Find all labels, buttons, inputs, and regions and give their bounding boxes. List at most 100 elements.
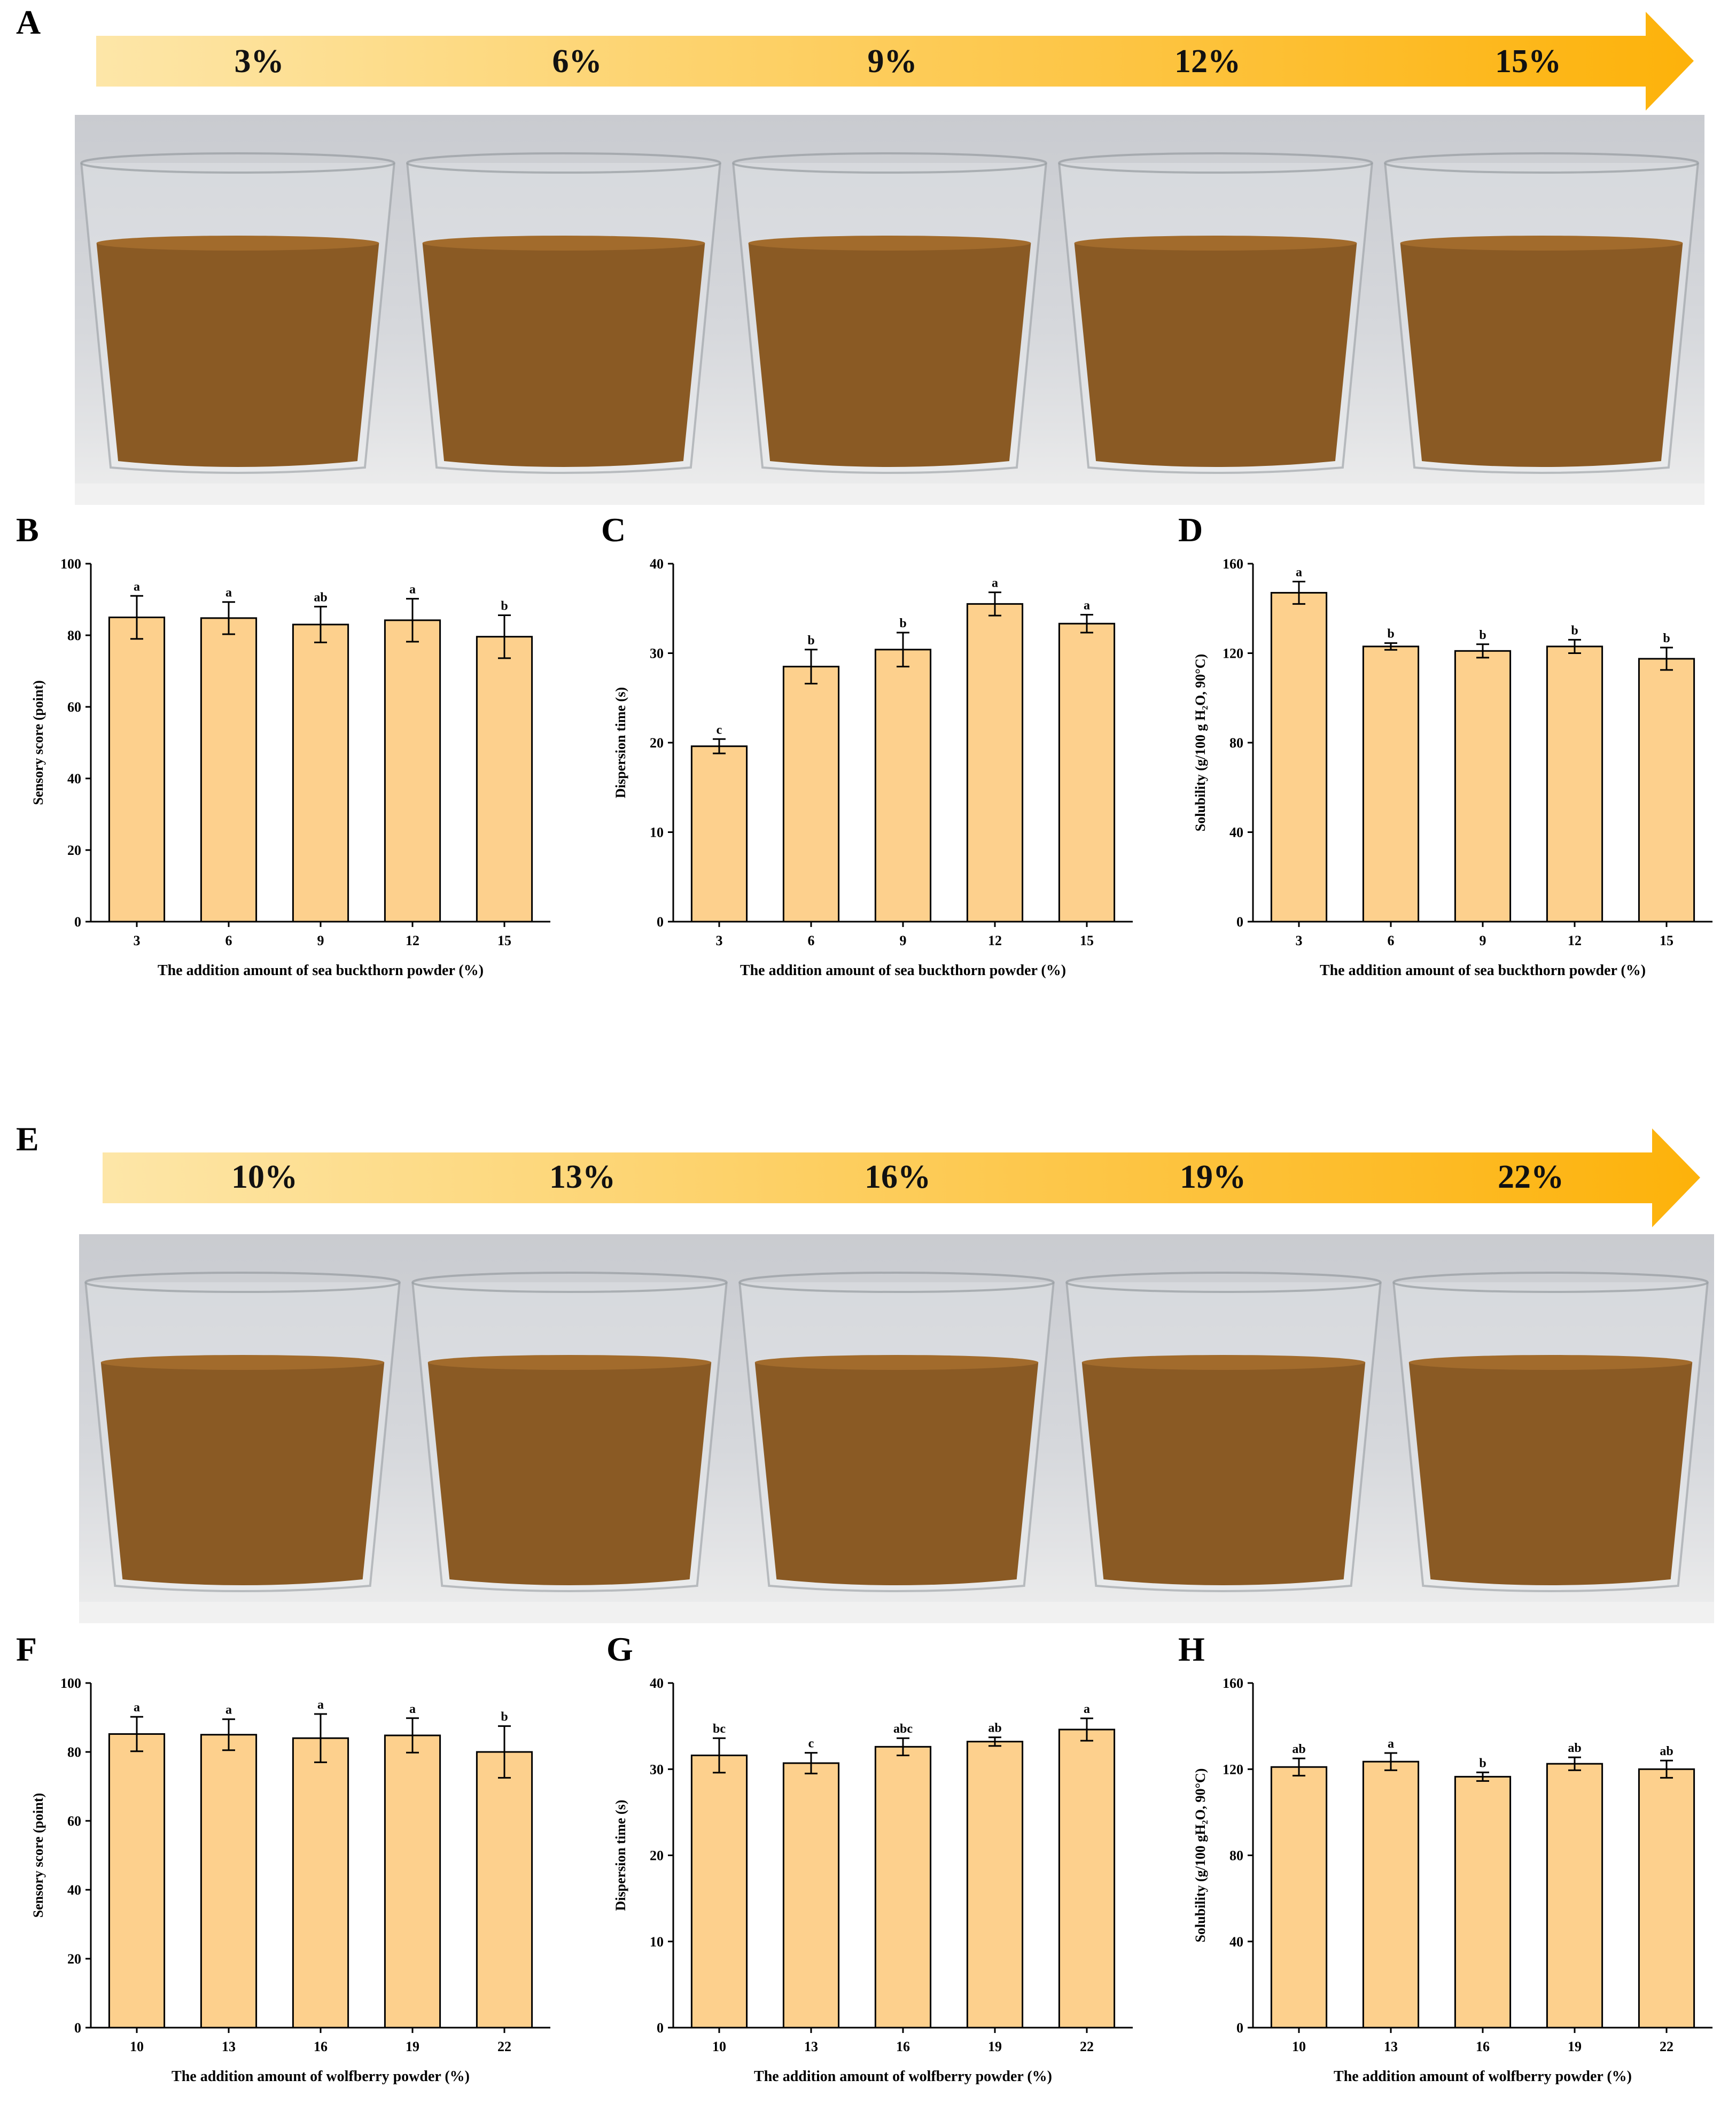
- y-tick-label: 0: [1236, 2020, 1243, 2036]
- significance-letter: ab: [988, 1721, 1001, 1735]
- cup: [84, 1272, 401, 1592]
- y-tick-label: 40: [650, 1676, 664, 1691]
- y-axis-label: Sensory score (point): [30, 1793, 46, 1918]
- significance-letter: a: [409, 583, 416, 597]
- x-tick-label: 12: [988, 933, 1002, 948]
- bar: [1546, 1763, 1603, 2029]
- bar: [384, 619, 441, 923]
- bar: [782, 1762, 840, 2029]
- x-tick-label: 16: [1476, 2039, 1490, 2054]
- bar: [384, 1734, 441, 2029]
- y-axis-label: Dispersion time (s): [613, 1800, 628, 1911]
- x-tick-label: 15: [497, 933, 511, 948]
- chart-dispersion-time-wolfberry: 0 10 20 30 40 bc 10 c 13 abc 16 ab 19 a 22 The addition…: [613, 1676, 1133, 2085]
- y-tick-label: 10: [650, 1934, 664, 1950]
- bar: [1454, 650, 1512, 923]
- y-tick-label: 20: [67, 843, 81, 858]
- bar: [1638, 1768, 1695, 2029]
- cup: [411, 1272, 728, 1592]
- x-tick-label: 9: [1480, 933, 1486, 948]
- y-tick-label: 160: [1223, 556, 1243, 572]
- significance-letter: c: [717, 723, 722, 737]
- arrow-label: 15%: [1495, 43, 1561, 80]
- significance-letter: a: [225, 586, 232, 600]
- x-axis-label: The addition amount of sea buckthorn pow…: [158, 962, 484, 979]
- concentration-arrow-bottom: [103, 1128, 1700, 1227]
- panel-label-h: H: [1178, 1630, 1205, 1668]
- bar: [1546, 645, 1603, 923]
- bar: [966, 603, 1024, 923]
- panel-label-e: E: [16, 1120, 39, 1158]
- x-axis-label: The addition amount of wolfberry powder …: [754, 2068, 1052, 2085]
- bar: [966, 1741, 1024, 2029]
- y-tick-label: 0: [657, 2020, 664, 2036]
- x-tick-label: 12: [1568, 933, 1582, 948]
- x-axis-label: The addition amount of sea buckthorn pow…: [740, 962, 1066, 979]
- significance-letter: b: [807, 634, 814, 648]
- x-tick-label: 6: [1388, 933, 1395, 948]
- y-tick-label: 40: [1229, 825, 1243, 840]
- cup: [1384, 152, 1699, 474]
- x-tick-label: 12: [406, 933, 419, 948]
- significance-letter: bc: [713, 1722, 726, 1736]
- arrow-label: 9%: [867, 43, 917, 80]
- bar: [292, 624, 349, 923]
- significance-letter: a: [1084, 1702, 1090, 1716]
- significance-letter: b: [501, 1710, 508, 1724]
- y-tick-label: 40: [650, 556, 664, 572]
- cups-illustration: [75, 152, 1704, 505]
- y-axis-label: Solubility (g/100 g H₂O, 90°C): [1193, 654, 1208, 831]
- y-tick-label: 120: [1223, 646, 1243, 661]
- x-tick-label: 19: [1568, 2039, 1582, 2054]
- y-tick-label: 20: [650, 735, 664, 751]
- y-tick-label: 40: [67, 771, 81, 786]
- y-tick-label: 10: [650, 825, 664, 840]
- sample-photo-sea-buckthorn: [75, 115, 1704, 505]
- arrow-label: 10%: [231, 1159, 298, 1195]
- y-tick-label: 0: [74, 914, 81, 930]
- x-tick-label: 10: [130, 2039, 144, 2054]
- x-tick-label: 15: [1080, 933, 1094, 948]
- y-axis-label: Sensory score (point): [30, 680, 46, 805]
- y-tick-label: 40: [67, 1882, 81, 1898]
- x-tick-label: 3: [1296, 933, 1303, 948]
- y-tick-label: 0: [1236, 914, 1243, 930]
- x-tick-label: 6: [225, 933, 232, 948]
- significance-letter: a: [317, 1698, 324, 1712]
- panel-label-f: F: [16, 1630, 37, 1668]
- panel-label-c: C: [601, 511, 626, 549]
- x-tick-label: 19: [406, 2039, 419, 2054]
- bar: [782, 666, 840, 923]
- significance-letter: ab: [1292, 1742, 1305, 1756]
- chart-solubility-sea-buckthorn: 0 40 80 120 160 a 3 b 6 b 9 b 12 b 15 The addition amou…: [1193, 556, 1712, 979]
- y-tick-label: 80: [1229, 1848, 1243, 1864]
- x-tick-label: 13: [1384, 2039, 1398, 2054]
- bar: [108, 1733, 166, 2029]
- x-tick-label: 19: [988, 2039, 1002, 2054]
- x-tick-label: 15: [1660, 933, 1673, 948]
- y-tick-label: 20: [67, 1951, 81, 1967]
- cup: [406, 152, 721, 474]
- y-tick-label: 0: [74, 2020, 81, 2036]
- arrow-label: 22%: [1498, 1159, 1564, 1195]
- significance-letter: a: [134, 1701, 140, 1715]
- y-tick-label: 160: [1223, 1676, 1243, 1691]
- x-tick-label: 13: [804, 2039, 818, 2054]
- cup: [732, 152, 1047, 474]
- arrow-label: 19%: [1180, 1159, 1246, 1195]
- y-axis-label: Solubility (g/100 gH₂O, 90°C): [1193, 1769, 1208, 1943]
- cups-illustration: [79, 1272, 1714, 1623]
- x-tick-label: 22: [1080, 2039, 1094, 2054]
- chart-sensory-score-sea-buckthorn: 0 20 40 60 80 100 a 3 a 6 ab 9 a 12 b 15 The addition am…: [30, 556, 550, 979]
- y-tick-label: 60: [67, 699, 81, 715]
- significance-letter: ab: [314, 590, 327, 604]
- y-tick-label: 80: [1229, 735, 1243, 751]
- x-tick-label: 10: [1292, 2039, 1306, 2054]
- significance-letter: a: [409, 1702, 416, 1716]
- bar: [1362, 1760, 1420, 2029]
- significance-letter: a: [134, 580, 140, 594]
- y-tick-label: 80: [67, 1744, 81, 1760]
- y-tick-label: 0: [657, 914, 664, 930]
- panel-label-d: D: [1178, 511, 1203, 549]
- significance-letter: a: [225, 1703, 232, 1717]
